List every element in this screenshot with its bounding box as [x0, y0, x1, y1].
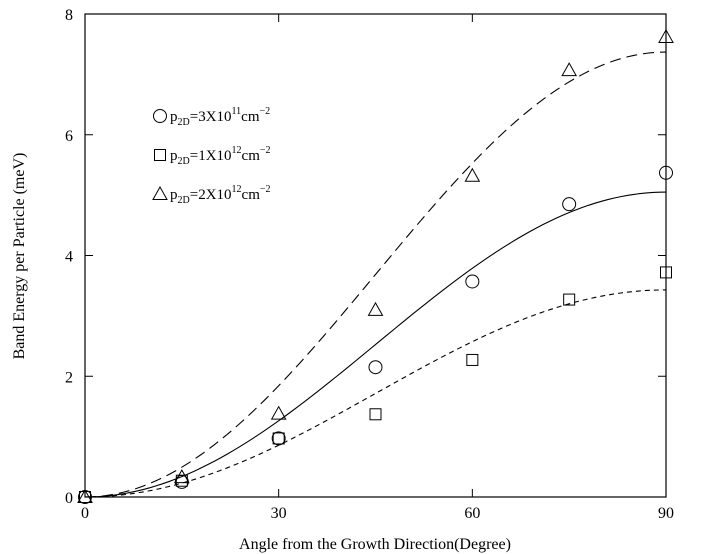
y-tick-label: 0 [65, 490, 73, 507]
circle-point [659, 165, 673, 180]
triangle-point [561, 62, 578, 77]
x-tick-label: 0 [81, 505, 89, 522]
legend-part-sup2: −2 [260, 106, 271, 117]
triangle-point [658, 28, 674, 43]
legend-part-sup1: 12 [232, 145, 242, 156]
circle-point [271, 431, 286, 446]
triangle-point [173, 469, 190, 484]
legend-circle-marker [153, 109, 167, 123]
fit-curves [84, 51, 667, 498]
legend-part-sup2: −2 [260, 184, 271, 195]
legend-square-marker [154, 149, 166, 161]
legend-label-square: p2D=1X1012cm−2 [170, 145, 271, 167]
legend: p2D=3X1011cm−2p2D=1X1012cm−2p2D=2X1012cm… [152, 106, 271, 206]
legend-part-mid: =1X10 [190, 148, 232, 164]
fit-curve-triangle [84, 51, 667, 498]
y-axis-label: Band Energy per Particle (meV) [11, 153, 28, 360]
circle-point [562, 197, 577, 212]
fit-curve-circle [84, 191, 667, 498]
triangle-point [77, 488, 93, 503]
y-tick-label: 4 [65, 249, 73, 266]
legend-label-circle: p2D=3X1011cm−2 [170, 106, 270, 128]
square-point [563, 293, 576, 306]
legend-part-mid: =2X10 [190, 187, 232, 203]
fit-curve-square [84, 289, 667, 498]
legend-part-unit: cm [242, 148, 261, 164]
legend-part-prefix: p [170, 109, 178, 125]
legend-label-triangle: p2D=2X1012cm−2 [170, 184, 271, 206]
legend-triangle-marker [152, 185, 168, 200]
square-point [272, 432, 285, 445]
square-point [466, 353, 479, 366]
x-axis-label: Angle from the Growth Direction(Degree) [239, 536, 511, 553]
x-tick-label: 30 [271, 505, 287, 522]
triangle-point [367, 301, 384, 316]
legend-part-prefix: p [170, 187, 178, 203]
x-tick-label: 60 [464, 505, 480, 522]
legend-part-sub: 2D [178, 117, 190, 128]
square-point [660, 266, 672, 279]
y-tick-label: 2 [65, 369, 73, 386]
legend-part-sup2: −2 [260, 145, 271, 156]
legend-part-unit: cm [242, 187, 261, 203]
x-tick-label: 90 [658, 505, 674, 522]
legend-part-sup1: 11 [232, 106, 242, 117]
circle-point [368, 360, 383, 375]
square-point [369, 408, 382, 421]
legend-part-sub: 2D [178, 195, 190, 206]
axis-ticks: 0 30 60 90 0 2 4 6 8 [65, 7, 674, 522]
legend-part-sup1: 12 [232, 184, 242, 195]
plot-frame [84, 13, 667, 498]
y-tick-label: 6 [65, 128, 73, 145]
triangle-point [270, 405, 287, 420]
legend-part-sub: 2D [178, 156, 190, 167]
y-tick-label: 8 [65, 7, 73, 24]
data-points [77, 28, 674, 504]
legend-part-mid: =3X10 [190, 109, 232, 125]
triangle-point [464, 167, 481, 182]
legend-part-prefix: p [170, 148, 178, 164]
circle-point [465, 274, 480, 289]
legend-part-unit: cm [241, 109, 260, 125]
